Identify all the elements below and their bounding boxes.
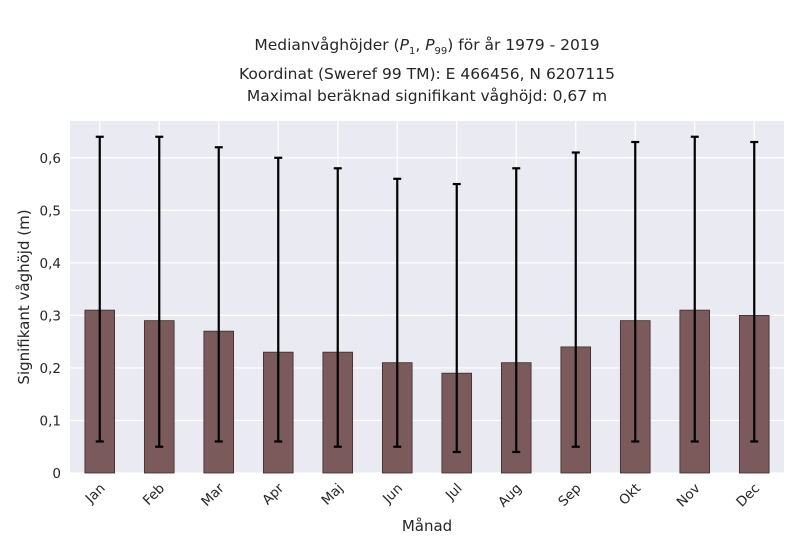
error-bar-nov [690,135,699,443]
x-tick-label: Dec [733,481,763,511]
error-bar-maj [333,167,342,448]
plot-area-background [70,121,784,473]
error-bars [95,135,759,454]
error-bar-feb [155,135,164,448]
x-tick-label: Apr [259,480,287,508]
y-tick-label: 0 [52,466,61,482]
error-bar-jul [452,182,461,454]
error-bar-sep [571,151,580,448]
error-bar-okt [631,140,640,443]
x-tick-label: Feb [140,481,168,509]
chart-title: Medianvåghöjder (P1, P99) för år 1979 - … [70,34,784,107]
error-bar-jan [95,135,104,443]
chart-title-line-2: Koordinat (Sweref 99 TM): E 466456, N 62… [239,65,615,84]
error-bar-apr [274,156,283,443]
y-tick-label: 0,1 [40,413,61,429]
y-tick-labels: 0 0,1 0,2 0,3 0,4 0,5 0,6 [40,151,61,482]
error-bar-dec [750,140,759,443]
x-tick-label: Sep [555,481,584,510]
x-tick-label: Mar [198,480,228,510]
y-tick-label: 0,4 [40,256,61,272]
x-tick-label: Jan [82,481,109,508]
error-bar-jun [393,177,402,448]
x-axis-label: Månad [402,517,452,535]
x-tick-label: Okt [616,481,644,509]
x-tick-labels: Jan Feb Mar Apr Maj Jun Jul Aug Sep Okt Nov Dec [82,480,763,510]
y-axis-label: Signifikant våghöjd (m) [15,209,33,384]
y-tick-label: 0,2 [40,361,61,377]
x-tick-label: Jul [442,481,466,505]
x-tick-label: Nov [674,481,704,511]
y-tick-label: 0,3 [40,308,61,324]
chart-title-line-1: Medianvåghöjder (P1, P99) för år 1979 - … [254,36,600,58]
error-bar-mar [214,146,223,443]
x-tick-label: Aug [495,481,525,511]
x-tick-label: Maj [319,481,347,509]
y-tick-label: 0,6 [40,151,61,167]
chart-title-line-3: Maximal beräknad signifikant våghöjd: 0,… [246,87,608,106]
y-tick-label: 0,5 [40,203,61,219]
x-tick-label: Jun [379,481,406,508]
error-bar-aug [512,167,521,454]
